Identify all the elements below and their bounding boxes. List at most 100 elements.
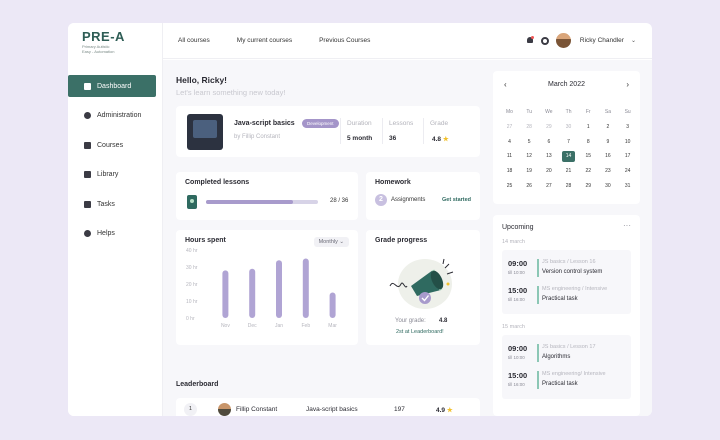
calendar-day[interactable]: 4 [508,138,511,145]
briefcase-icon [84,200,91,208]
chevron-right-icon[interactable]: › [626,80,629,89]
y-tick-label: 40 hr [186,248,198,254]
calendar-day[interactable]: 10 [624,138,631,145]
calendar-day[interactable]: 9 [606,138,610,145]
event-title: Version control system [542,269,603,275]
calendar-day[interactable]: 1 [586,123,590,130]
lessons-progress-bar [206,200,318,204]
leaderboard-title: Leaderboard [176,381,219,388]
calendar-day[interactable]: 13 [546,153,552,160]
chevron-down-icon[interactable]: ⌄ [630,38,636,44]
event-marker [537,344,539,362]
bar-jan[interactable] [276,260,282,318]
calendar-day[interactable]: 3 [626,123,630,130]
calendar-day[interactable]: 25 [506,182,513,189]
calendar-day[interactable]: 16 [605,153,611,160]
y-tick-label: 30 hr [186,265,198,271]
calendar-day[interactable]: 12 [526,153,532,160]
sidebar-item-label: Tasks [97,200,115,208]
calendar-day[interactable]: 18 [506,168,513,175]
nav-link-my-current-courses[interactable]: My current courses [236,37,293,44]
calendar-day[interactable]: 11 [506,153,513,160]
notification-dot [530,36,534,39]
bar-nov[interactable] [222,270,229,318]
calendar-day[interactable]: 8 [586,138,590,145]
sidebar-item-label: Library [97,171,119,178]
user-name[interactable]: Ricky Chandler [579,37,624,44]
calendar-day[interactable]: 24 [624,168,631,175]
calendar-day[interactable]: 7 [567,138,570,145]
upcoming-date: 15 march [502,324,525,330]
sidebar-item-administration[interactable]: Administration [68,105,163,127]
completed-lessons-card: Completed lessons 28 / 36 [176,172,358,220]
calendar-day[interactable]: 27 [506,123,513,130]
calendar-day[interactable]: 15 [585,153,592,160]
y-tick-label: 0 hr [186,316,195,322]
event-time: 15:00 [508,286,528,295]
calendar-day[interactable]: 29 [546,123,552,130]
calendar-weekday: Th [565,109,572,115]
course-tag: Development [302,119,339,128]
calendar-day[interactable]: 17 [624,153,631,160]
sidebar-item-helps[interactable]: Helps [68,223,163,245]
upcoming-panel: Upcoming ··· 14 march 09:00 till 10:00 J… [493,215,640,416]
divider [340,118,341,144]
calendar-day[interactable]: 28 [526,123,532,130]
calendar-day[interactable]: 21 [565,168,572,175]
app-window: PRE-A Primary Autistic Easy - Automation… [68,23,652,416]
calendar-day[interactable]: 2 [606,123,610,130]
event-course: MS engineering/ Intensive [542,371,606,377]
calendar-day[interactable]: 5 [527,138,531,145]
calendar-day[interactable]: 23 [605,168,611,175]
event-marker [537,371,539,389]
bell-icon[interactable] [526,36,534,45]
leaderboard-row[interactable]: 1 Fillip Constant Java-script basics 197… [176,398,480,416]
sidebar-item-library[interactable]: Library [68,164,163,186]
right-column: ‹ March 2022 › Mo Tu We Th Fr Sa Su 27 28 29 30 1 2 3… [488,60,652,416]
sidebar-item-tasks[interactable]: Tasks [68,193,163,215]
book-icon [84,171,91,178]
calendar-day[interactable]: 31 [624,182,631,189]
event-title: Algorithms [542,354,571,360]
calendar-day[interactable]: 20 [546,168,552,175]
sidebar-nav: Dashboard Administration Courses Library… [68,75,163,252]
bar-dec[interactable] [249,268,256,318]
gear-icon[interactable] [540,36,549,45]
x-tick-label: Nov [221,323,230,329]
logo[interactable]: PRE-A Primary Autistic Easy - Automation [82,29,125,54]
calendar-weekday: Fr [585,109,591,115]
calendar-day[interactable]: 27 [546,182,552,189]
leaderboard-position-link[interactable]: 2st at Leaderboard! [396,329,444,335]
get-started-link[interactable]: Get started [442,197,472,203]
bar-feb[interactable] [302,258,309,319]
period-dropdown[interactable]: Monthly ⌄ [313,237,349,247]
calendar-day[interactable]: 14 [562,151,576,163]
y-tick-label: 10 hr [186,299,198,305]
calendar-day[interactable]: 6 [547,138,551,145]
assignments-label: Assignments [391,197,426,203]
calendar-day[interactable]: 30 [605,182,611,189]
your-grade-label: Your grade: [395,318,426,324]
calendar-day[interactable]: 29 [585,182,592,189]
calendar-day[interactable]: 26 [526,182,532,189]
calendar-day[interactable]: 28 [565,182,572,189]
nav-link-all-courses[interactable]: All courses [178,37,210,44]
course-thumbnail [187,114,223,150]
avatar[interactable] [555,33,571,48]
nav-link-previous-courses[interactable]: Previous Courses [319,37,371,44]
more-options-icon[interactable]: ··· [623,221,631,230]
grade-progress-title: Grade progress [375,237,428,244]
calendar-day[interactable]: 30 [565,123,572,130]
current-course-card[interactable]: Java-script basics Development by Fillip… [176,106,480,157]
duration-label: Duration [347,120,372,127]
bar-mar[interactable] [329,292,336,319]
calendar-day[interactable]: 19 [526,168,532,175]
sidebar-item-dashboard[interactable]: Dashboard [68,75,156,97]
award-icon [187,195,197,209]
chevron-left-icon[interactable]: ‹ [504,80,507,89]
grade-number: 4.8 [432,136,442,143]
grid-icon [84,82,91,90]
event-until: till 10:00 [508,270,525,275]
calendar-day[interactable]: 22 [585,168,592,175]
sidebar-item-courses[interactable]: Courses [68,134,163,156]
